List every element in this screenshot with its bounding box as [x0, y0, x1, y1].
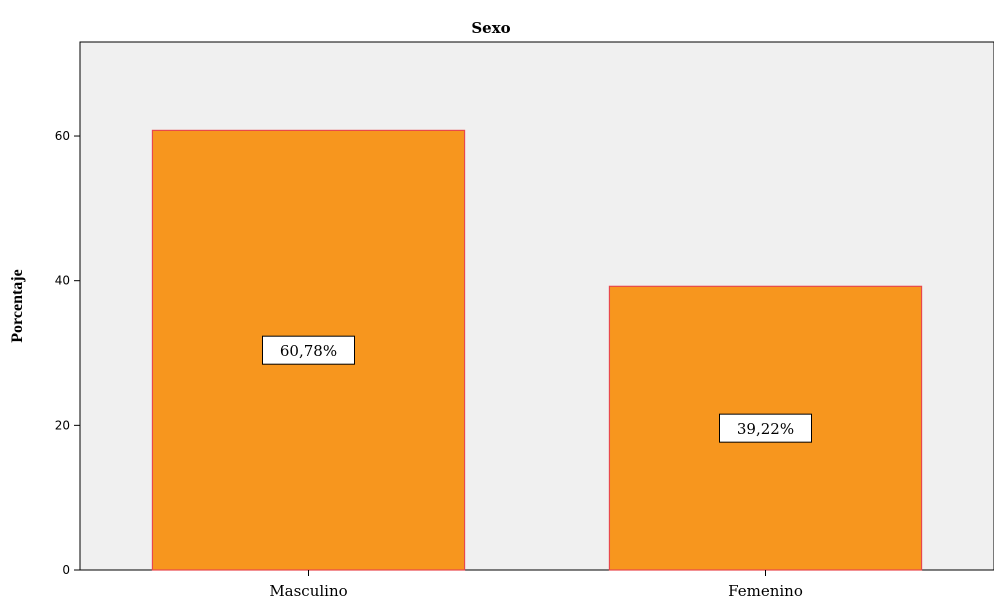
value-label-femenino: 39,22%	[719, 413, 812, 443]
y-tick-label-20: 20	[55, 418, 70, 432]
y-axis: 0 20 40 60	[55, 129, 80, 577]
x-tick-label-femenino: Femenino	[728, 582, 803, 600]
y-tick-label-40: 40	[55, 274, 70, 288]
value-label-box	[719, 413, 812, 443]
chart-title: Sexo	[471, 19, 510, 37]
value-label-masculino: 60,78%	[262, 335, 355, 365]
value-labels-layer: 60,78% 39,22%	[262, 335, 812, 443]
value-label-text: 39,22%	[737, 420, 794, 438]
y-axis-label: Porcentaje	[9, 269, 26, 342]
y-tick-label-60: 60	[55, 129, 70, 143]
value-label-text: 60,78%	[280, 342, 337, 360]
x-tick-label-masculino: Masculino	[269, 582, 347, 600]
x-axis: Masculino Femenino	[269, 570, 803, 600]
value-label-box	[262, 335, 355, 365]
y-tick-label-0: 0	[62, 563, 70, 577]
